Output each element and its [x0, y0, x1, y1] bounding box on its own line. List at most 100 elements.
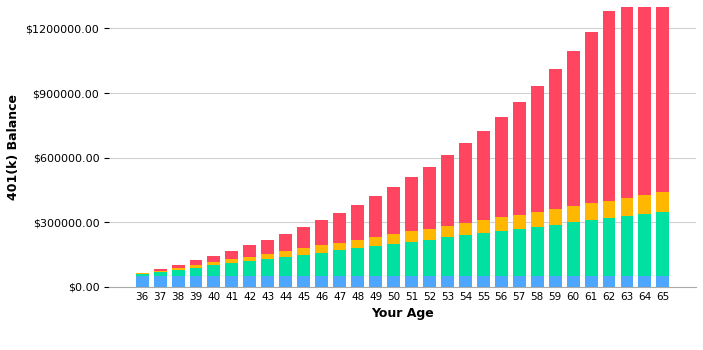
- Bar: [262, 276, 274, 287]
- Bar: [243, 257, 257, 261]
- Bar: [315, 245, 328, 253]
- Bar: [405, 276, 418, 287]
- Bar: [369, 246, 382, 276]
- Bar: [657, 212, 669, 276]
- Bar: [602, 201, 616, 218]
- Bar: [477, 233, 490, 276]
- Bar: [477, 131, 490, 220]
- Bar: [136, 274, 148, 276]
- Bar: [602, 12, 616, 201]
- Bar: [495, 276, 508, 287]
- Bar: [531, 86, 543, 212]
- Bar: [352, 248, 364, 276]
- Bar: [459, 276, 472, 287]
- Bar: [226, 259, 238, 263]
- Bar: [638, 276, 652, 287]
- Bar: [387, 187, 400, 234]
- Bar: [352, 205, 364, 240]
- Bar: [226, 263, 238, 276]
- Bar: [352, 240, 364, 248]
- Bar: [638, 214, 652, 276]
- Bar: [279, 234, 292, 251]
- Bar: [512, 102, 526, 215]
- Bar: [172, 265, 184, 268]
- Bar: [387, 234, 400, 244]
- Bar: [172, 276, 184, 287]
- Bar: [154, 272, 167, 276]
- Bar: [369, 237, 382, 246]
- Bar: [621, 216, 633, 276]
- Bar: [512, 215, 526, 229]
- Bar: [621, 0, 633, 198]
- Bar: [531, 227, 543, 276]
- Bar: [549, 209, 562, 225]
- Bar: [549, 225, 562, 276]
- Bar: [297, 227, 310, 248]
- Y-axis label: 401(k) Balance: 401(k) Balance: [7, 94, 20, 200]
- Bar: [567, 276, 579, 287]
- Bar: [207, 256, 221, 262]
- Bar: [567, 51, 579, 206]
- Bar: [333, 276, 346, 287]
- Bar: [423, 276, 436, 287]
- Bar: [657, 276, 669, 287]
- Bar: [495, 217, 508, 231]
- Bar: [207, 265, 221, 276]
- Bar: [262, 259, 274, 276]
- X-axis label: Your Age: Your Age: [371, 307, 434, 320]
- Bar: [154, 271, 167, 272]
- Bar: [512, 276, 526, 287]
- Bar: [369, 196, 382, 237]
- Bar: [190, 265, 202, 268]
- Bar: [602, 276, 616, 287]
- Bar: [226, 276, 238, 287]
- Bar: [136, 273, 148, 274]
- Bar: [441, 226, 454, 237]
- Bar: [405, 231, 418, 242]
- Bar: [387, 276, 400, 287]
- Bar: [190, 260, 202, 265]
- Bar: [441, 276, 454, 287]
- Bar: [243, 261, 257, 276]
- Bar: [405, 177, 418, 231]
- Bar: [297, 276, 310, 287]
- Bar: [567, 206, 579, 222]
- Bar: [638, 195, 652, 214]
- Bar: [477, 276, 490, 287]
- Bar: [136, 276, 148, 287]
- Bar: [459, 235, 472, 276]
- Bar: [279, 257, 292, 276]
- Bar: [154, 276, 167, 287]
- Bar: [190, 268, 202, 276]
- Bar: [657, 192, 669, 212]
- Bar: [495, 231, 508, 276]
- Bar: [279, 251, 292, 257]
- Bar: [585, 276, 598, 287]
- Bar: [531, 212, 543, 227]
- Bar: [531, 276, 543, 287]
- Bar: [190, 276, 202, 287]
- Bar: [226, 251, 238, 259]
- Bar: [585, 32, 598, 203]
- Bar: [315, 220, 328, 245]
- Bar: [549, 69, 562, 209]
- Bar: [243, 276, 257, 287]
- Bar: [333, 250, 346, 276]
- Bar: [207, 276, 221, 287]
- Bar: [172, 268, 184, 270]
- Bar: [423, 240, 436, 276]
- Bar: [585, 220, 598, 276]
- Bar: [297, 255, 310, 276]
- Bar: [602, 218, 616, 276]
- Bar: [621, 276, 633, 287]
- Bar: [423, 167, 436, 229]
- Bar: [172, 270, 184, 276]
- Bar: [495, 117, 508, 217]
- Bar: [638, 0, 652, 195]
- Bar: [512, 229, 526, 276]
- Bar: [585, 203, 598, 220]
- Bar: [315, 276, 328, 287]
- Bar: [243, 245, 257, 257]
- Bar: [262, 254, 274, 259]
- Bar: [262, 240, 274, 254]
